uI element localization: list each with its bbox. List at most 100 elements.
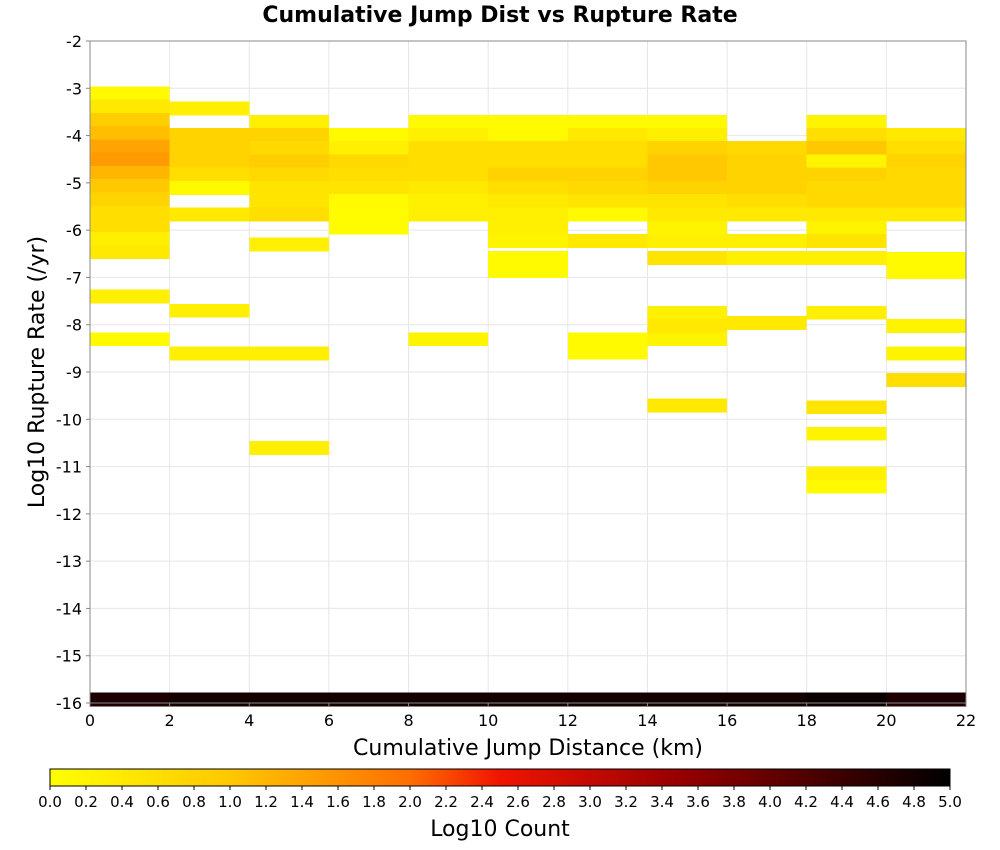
heatmap-cell (408, 141, 489, 156)
heatmap-cell (328, 692, 409, 707)
colorbar-tick-label: 0.8 (182, 793, 206, 811)
heatmap-cell (90, 332, 170, 347)
heatmap-cell (90, 179, 170, 193)
heatmap-cell (488, 207, 568, 222)
colorbar-tick-label: 4.2 (794, 793, 818, 811)
x-tick-label: 2 (165, 711, 175, 730)
colorbar-tick-label: 3.4 (650, 793, 674, 811)
heatmap-cell (328, 141, 409, 156)
colorbar-label: Log10 Count (430, 817, 570, 842)
colorbar-tick-label: 2.8 (542, 793, 566, 811)
heatmap-cell (488, 167, 568, 182)
x-axis-label: Cumulative Jump Distance (km) (353, 736, 703, 761)
heatmap-cell (328, 180, 409, 195)
heatmap-cell (249, 346, 329, 361)
heatmap-cell (886, 346, 966, 361)
heatmap-cell (328, 207, 409, 222)
heatmap-cells (90, 86, 966, 707)
heatmap-cell (806, 141, 887, 156)
heatmap-cell (647, 167, 728, 182)
heatmap-cell (169, 141, 250, 156)
colorbar-tick-label: 2.4 (470, 793, 494, 811)
colorbar-tick-label: 4.8 (902, 793, 926, 811)
heatmap-cell (169, 101, 250, 116)
heatmap-cell (408, 194, 489, 209)
heatmap-cell (647, 141, 728, 156)
heatmap-cell (488, 194, 568, 209)
heatmap-cell (90, 139, 170, 154)
heatmap-cell (488, 692, 568, 707)
heatmap-cell (488, 180, 568, 195)
heatmap-cell (886, 692, 966, 707)
y-tick-label: -10 (56, 410, 82, 429)
heatmap-cell (647, 692, 728, 707)
chart-title: Cumulative Jump Dist vs Rupture Rate (262, 3, 737, 28)
heatmap-cell (488, 154, 568, 169)
x-tick-label: 18 (797, 711, 817, 730)
y-tick-label: -12 (56, 505, 82, 524)
heatmap-cell (249, 141, 329, 156)
heatmap-cell (727, 233, 807, 248)
colorbar-tick-label: 1.4 (290, 793, 314, 811)
y-tick-label: -8 (66, 316, 82, 335)
heatmap-cell (806, 250, 887, 265)
heatmap-cell (408, 128, 489, 142)
colorbar-tick-label: 4.0 (758, 793, 782, 811)
heatmap-cell (806, 233, 887, 248)
heatmap-cell (886, 207, 966, 222)
heatmap-cell (647, 305, 728, 320)
heatmap-cell (727, 141, 807, 156)
colorbar-tick-label: 3.6 (686, 793, 710, 811)
heatmap-cell (647, 319, 728, 333)
heatmap-cell (886, 167, 966, 182)
colorbar (49, 768, 951, 787)
heatmap-cell (90, 289, 170, 304)
heatmap-cell (806, 154, 887, 169)
colorbar-tick-label: 2.2 (434, 793, 458, 811)
heatmap-cell (408, 692, 489, 707)
heatmap-cell (567, 207, 648, 222)
heatmap-cell (806, 207, 887, 222)
heatmap-cell (567, 114, 648, 129)
heatmap-cell (647, 194, 728, 209)
heatmap-cell (727, 250, 807, 265)
heatmap-cell (408, 114, 489, 129)
heatmap-cell (90, 99, 170, 114)
heatmap-cell (886, 251, 966, 266)
heatmap-cell (727, 207, 807, 222)
heatmap-cell (488, 250, 568, 265)
x-axis-ticks: 0 2 4 6 8 10 12 14 16 18 20 22 (85, 703, 976, 730)
colorbar-tick-label: 5.0 (938, 793, 962, 811)
y-tick-label: -2 (66, 32, 82, 51)
heatmap-cell (90, 152, 170, 167)
heatmap-cell (647, 180, 728, 195)
heatmap-cell (90, 245, 170, 260)
heatmap-cell (328, 194, 409, 209)
heatmap-cell (328, 220, 409, 235)
x-tick-label: 6 (324, 711, 334, 730)
heatmap-cell (249, 692, 329, 707)
heatmap-cell (567, 180, 648, 195)
heatmap-cell (647, 207, 728, 222)
heatmap-cell (567, 233, 648, 248)
heatmap-cell (169, 692, 250, 707)
heatmap-cell (806, 220, 887, 235)
heatmap-cell (169, 303, 250, 318)
colorbar-tick-label: 3.0 (578, 793, 602, 811)
heatmap-cell (806, 194, 887, 209)
heatmap-cell (886, 265, 966, 279)
heatmap-cell (567, 692, 648, 707)
colorbar-tick-label: 2.6 (506, 793, 530, 811)
heatmap-cell (328, 154, 409, 169)
heatmap-cell (647, 398, 728, 413)
heatmap-cell (806, 128, 887, 142)
heatmap-cell (90, 218, 170, 233)
heatmap-cell (249, 154, 329, 169)
heatmap-cell (169, 346, 250, 361)
heatmap-cell (727, 167, 807, 182)
heatmap-cell (727, 316, 807, 331)
heatmap-cell (169, 207, 250, 222)
y-tick-label: -15 (56, 647, 82, 666)
heatmap-cell (249, 441, 329, 455)
heatmap-cell (567, 141, 648, 156)
